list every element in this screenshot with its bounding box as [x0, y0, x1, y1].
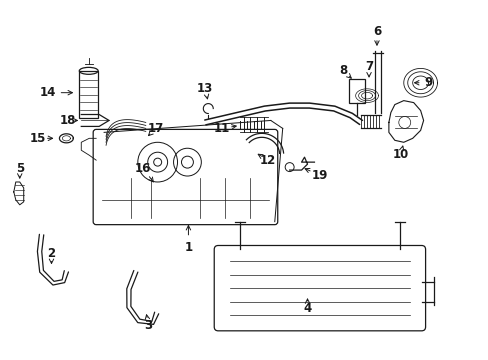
Text: 2: 2: [47, 247, 56, 260]
Text: 13: 13: [197, 82, 213, 95]
Text: 1: 1: [184, 241, 192, 254]
Text: 12: 12: [259, 154, 275, 167]
Text: 5: 5: [16, 162, 24, 175]
Bar: [79, 71, 98, 118]
Text: 9: 9: [424, 76, 432, 89]
Text: 18: 18: [59, 114, 76, 127]
Text: 17: 17: [147, 122, 163, 135]
Text: 8: 8: [338, 64, 346, 77]
Text: 6: 6: [372, 24, 380, 38]
Text: 19: 19: [310, 168, 327, 181]
Text: 10: 10: [392, 148, 408, 161]
Text: 11: 11: [214, 122, 230, 135]
Bar: [348, 79, 365, 103]
Text: 16: 16: [134, 162, 151, 175]
Text: 15: 15: [29, 132, 46, 145]
Text: 4: 4: [303, 302, 311, 315]
Text: 14: 14: [39, 86, 56, 99]
Text: 3: 3: [144, 319, 152, 332]
Text: 7: 7: [364, 60, 372, 73]
